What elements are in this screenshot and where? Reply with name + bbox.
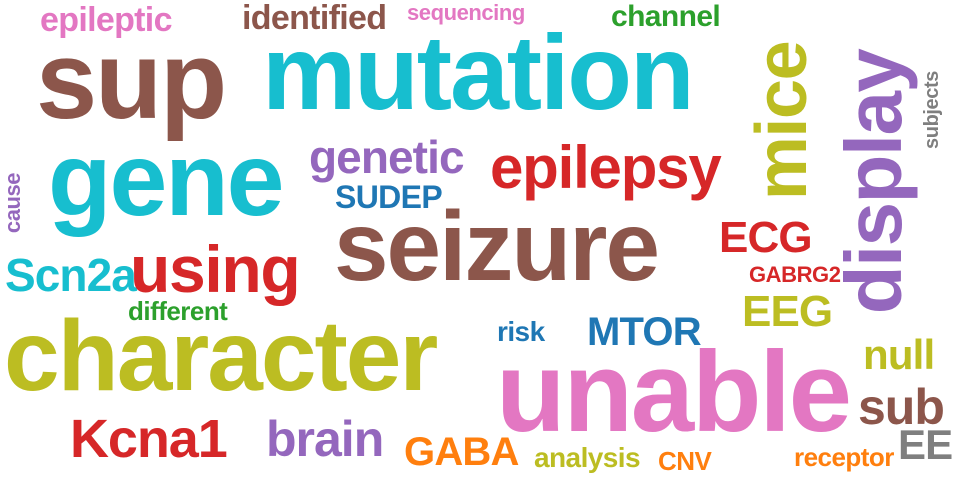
word-analysis: analysis: [534, 442, 641, 473]
word-epileptic: epileptic: [40, 1, 172, 39]
word-brain: brain: [266, 411, 384, 467]
word-scn2a: Scn2a: [5, 249, 137, 301]
word-subjects: subjects: [920, 71, 943, 149]
word-unable: unable: [496, 329, 852, 456]
word-channel: channel: [611, 0, 721, 33]
word-gene: gene: [48, 122, 285, 238]
word-mutation: mutation: [262, 14, 695, 132]
word-sequencing: sequencing: [407, 0, 525, 25]
word-receptor: receptor: [794, 442, 894, 472]
word-null: null: [863, 331, 935, 378]
word-eeg: EEG: [742, 287, 833, 336]
word-identified: identified: [242, 0, 387, 37]
word-mtor: MTOR: [587, 310, 702, 354]
word-using: using: [130, 232, 301, 306]
word-seizure: seizure: [334, 191, 660, 301]
word-different: different: [128, 296, 228, 326]
word-character: character: [4, 300, 438, 412]
word-display: display: [829, 49, 919, 315]
word-cause: cause: [0, 172, 26, 234]
word-gabrg2: GABRG2: [749, 262, 841, 287]
word-sudep: SUDEP: [335, 179, 443, 215]
word-cnv: CNV: [658, 446, 712, 476]
word-mice: mice: [742, 41, 823, 201]
word-genetic: genetic: [309, 131, 465, 183]
word-epilepsy: epilepsy: [490, 134, 722, 201]
word-ee: EE: [898, 421, 953, 468]
word-risk: risk: [497, 316, 545, 347]
word-sub: sub: [858, 379, 945, 435]
word-gaba: GABA: [404, 430, 519, 474]
word-ecg: ECG: [719, 213, 813, 262]
word-sup: sup: [36, 19, 227, 142]
word-kcna1: Kcna1: [70, 409, 228, 469]
